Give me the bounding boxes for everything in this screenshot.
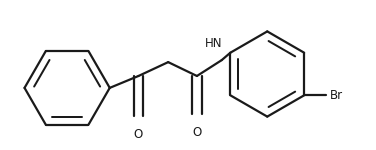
Text: O: O <box>192 126 202 139</box>
Text: Br: Br <box>330 89 343 102</box>
Text: HN: HN <box>205 37 223 50</box>
Text: O: O <box>134 128 143 141</box>
